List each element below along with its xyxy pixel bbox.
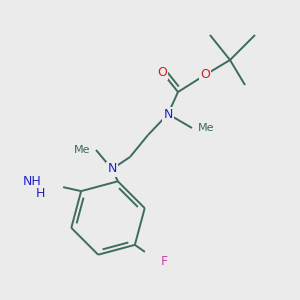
Text: O: O [200, 68, 210, 82]
Text: N: N [107, 163, 117, 176]
Text: O: O [157, 65, 167, 79]
Text: F: F [161, 255, 168, 268]
Text: Me: Me [74, 145, 90, 155]
Text: Me: Me [198, 123, 214, 133]
Text: N: N [163, 107, 173, 121]
Text: H: H [36, 187, 45, 200]
Text: NH: NH [22, 175, 41, 188]
